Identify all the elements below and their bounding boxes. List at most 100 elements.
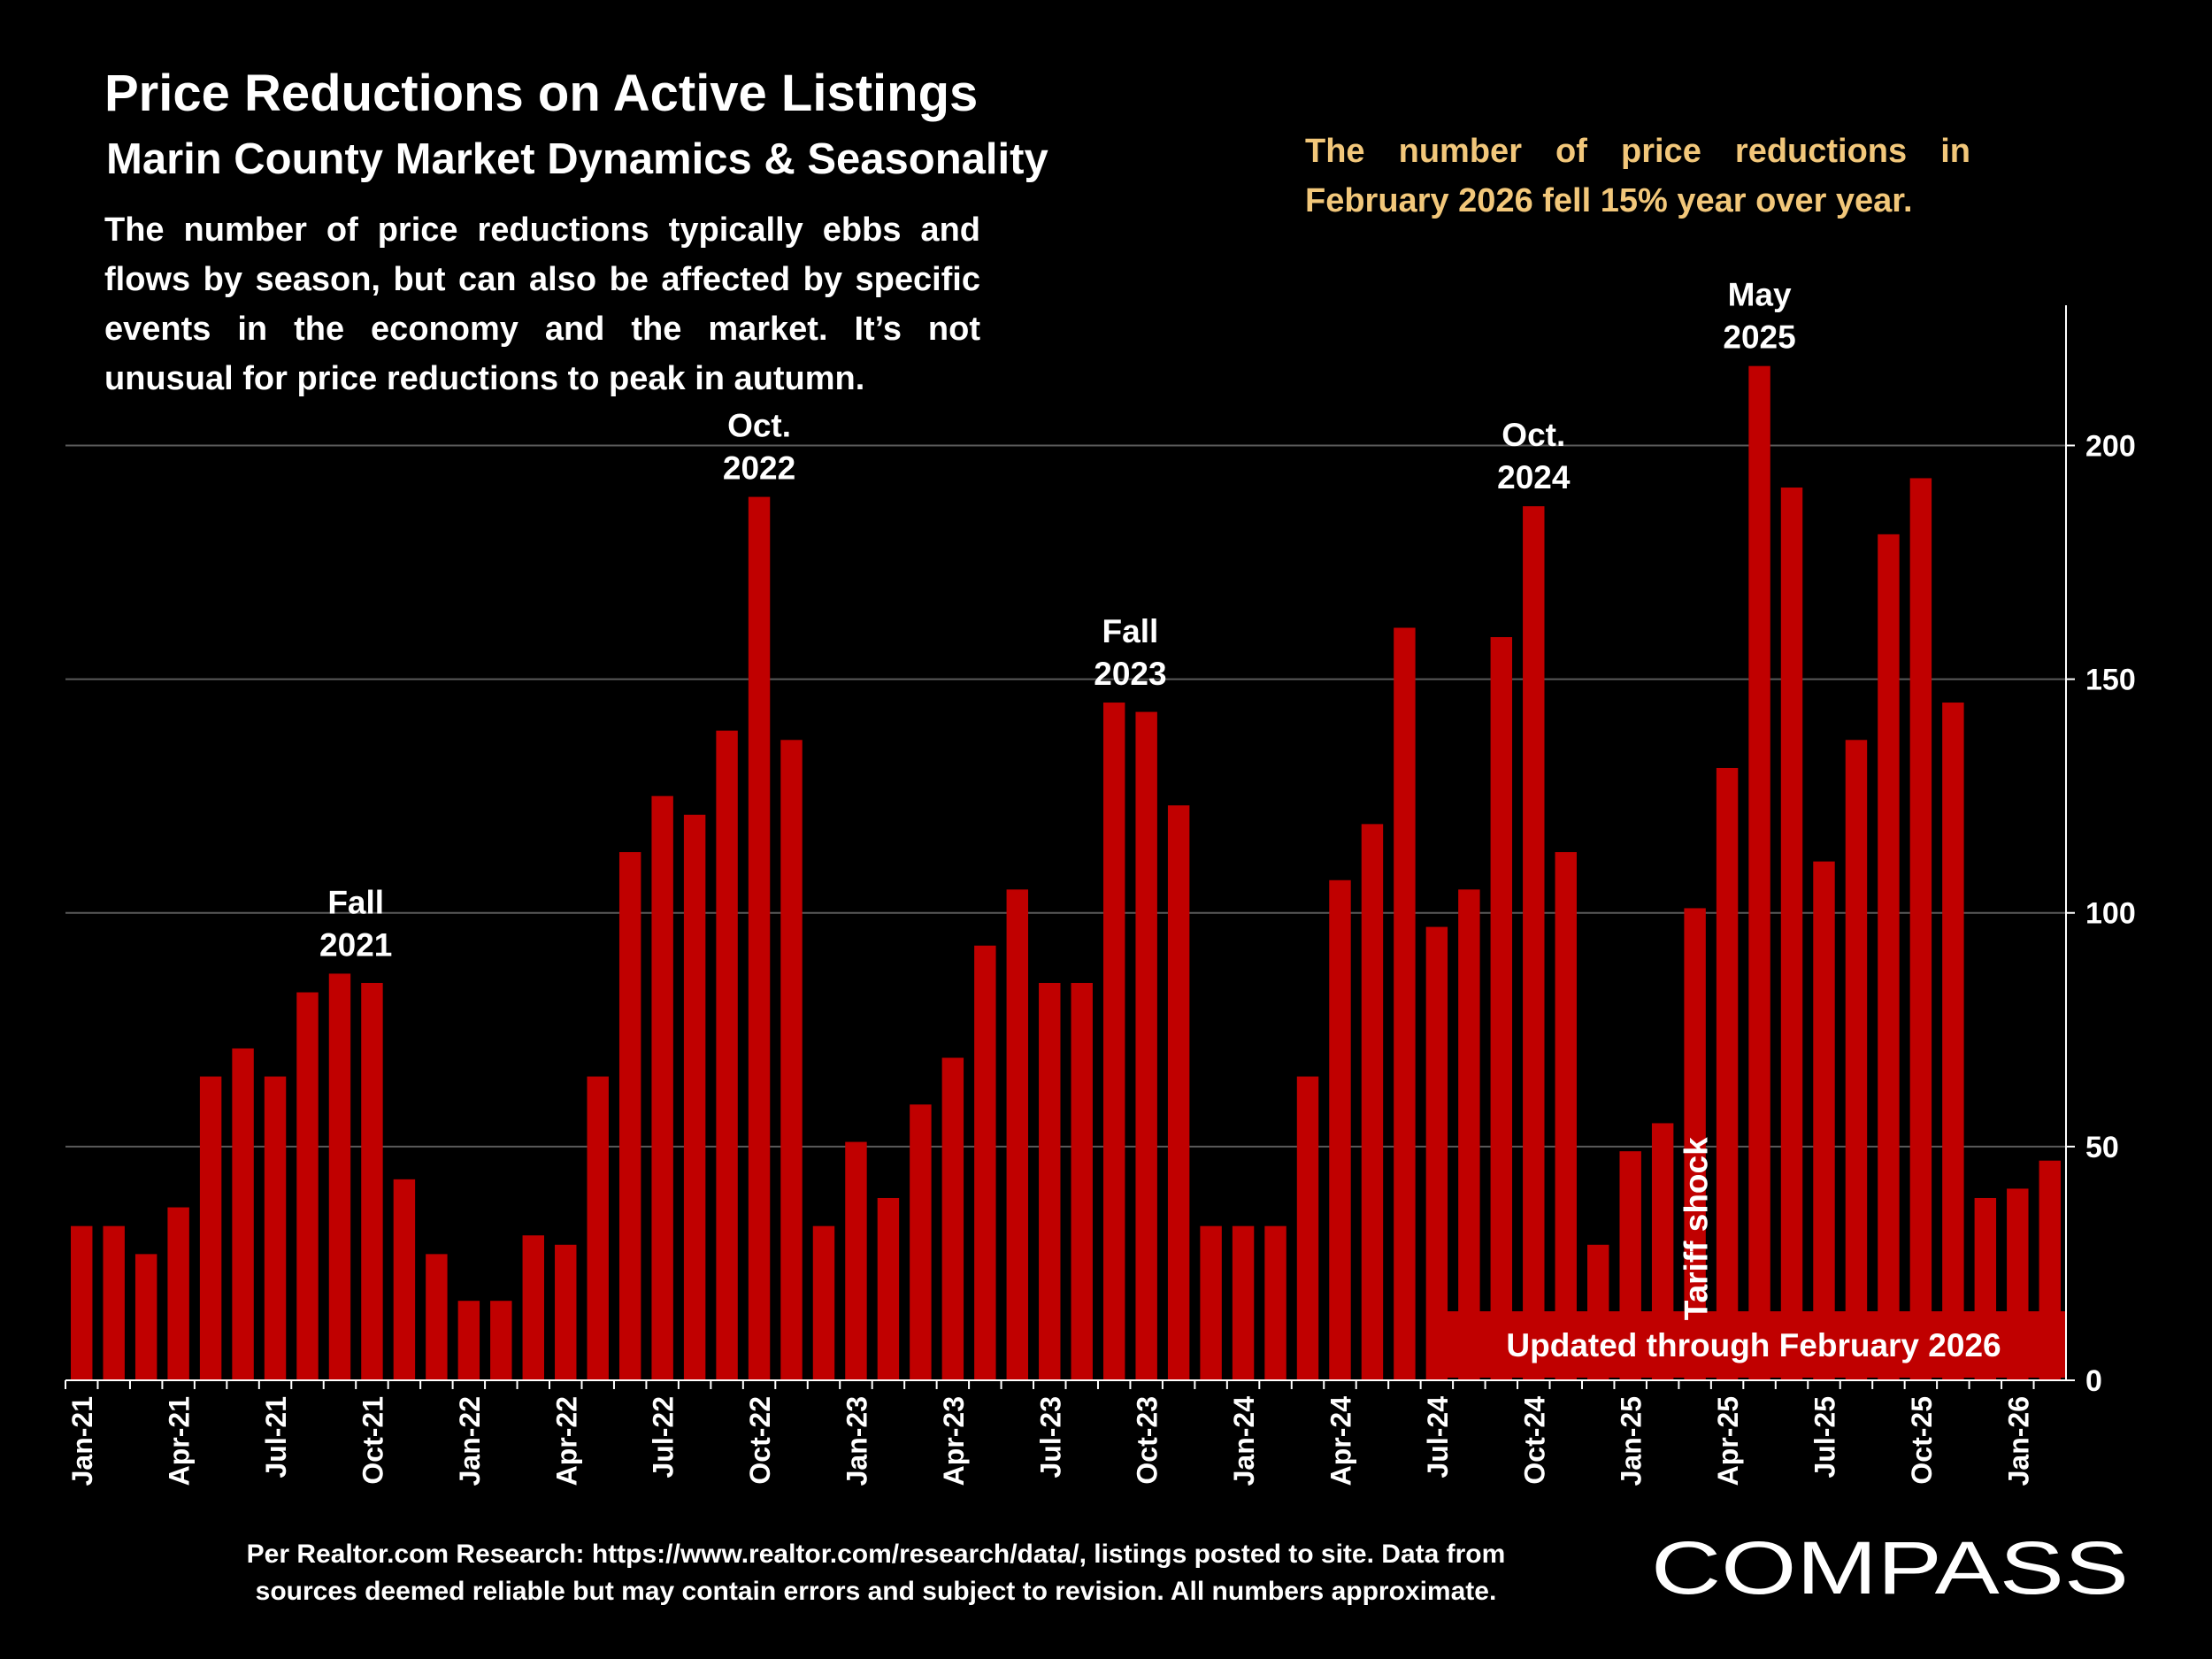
bar-Apr-21 [167, 1207, 189, 1380]
x-tick-label: Oct-25 [1906, 1396, 1938, 1485]
bar-Sep-25 [1878, 534, 1900, 1380]
updated-banner-background [1433, 1311, 2066, 1378]
bar-Mar-25 [1684, 908, 1706, 1380]
annotation-label: May [1728, 277, 1792, 313]
annotations: Fall 2021 Oct. 2022 Fall 2023 Oct. 2024 May 2025 T… [319, 277, 1796, 1321]
x-tick-label: Jan-25 [1616, 1396, 1647, 1486]
x-tick-label: Jan-21 [66, 1396, 98, 1486]
bar-Oct-25 [1909, 478, 1932, 1380]
x-tick-label: Jan-26 [2002, 1396, 2034, 1486]
bar-Feb-23 [877, 1197, 900, 1380]
annotation-label: Oct. [1502, 417, 1565, 453]
annotation-label: 2023 [1094, 656, 1166, 692]
x-tick-label: Jul-24 [1422, 1396, 1454, 1479]
y-tick-label: 0 [2085, 1364, 2102, 1398]
bar-Jan-23 [845, 1141, 867, 1380]
bar-May-23 [974, 945, 996, 1380]
x-tick-label: Apr-23 [938, 1396, 970, 1486]
bar-Jun-23 [1006, 889, 1029, 1380]
bar-Aug-24 [1458, 889, 1480, 1380]
y-tick-label: 150 [2085, 664, 2136, 697]
bar-Mar-23 [910, 1104, 932, 1380]
description-text: The number of price reductions typically… [104, 211, 980, 397]
y-tick-label: 50 [2085, 1131, 2119, 1164]
bar-Nov-21 [393, 1179, 416, 1380]
annotation-label: Oct. [727, 408, 791, 444]
x-tick-label: Jan-24 [1228, 1396, 1260, 1486]
bar-Jun-24 [1394, 627, 1416, 1380]
bar-Aug-22 [683, 814, 706, 1380]
bar-Jul-25 [1813, 861, 1835, 1380]
bar-Apr-23 [941, 1057, 964, 1380]
tariff-shock-label: Tariff shock [1678, 1137, 1715, 1320]
bar-Nov-25 [1942, 703, 1964, 1380]
bar-Jan-24 [1232, 1225, 1255, 1380]
updated-banner: Updated through February 2026 [1433, 1311, 2066, 1378]
callout-text: The number of price reductions in Februa… [1305, 133, 1970, 219]
bar-Jul-21 [264, 1076, 287, 1380]
bar-Jul-23 [1039, 982, 1061, 1380]
chart-title: Price Reductions on Active Listings [104, 65, 979, 122]
annotation-label: 2021 [319, 926, 392, 963]
bar-May-25 [1748, 365, 1770, 1380]
bar-Oct-22 [748, 496, 771, 1380]
bar-Aug-25 [1845, 740, 1868, 1380]
x-tick-label: Jul-21 [260, 1396, 292, 1478]
bar-Oct-23 [1135, 711, 1157, 1380]
x-tick-label: Jan-22 [454, 1396, 486, 1486]
bar-Dec-23 [1200, 1225, 1222, 1380]
x-tick-label: Oct-23 [1132, 1396, 1164, 1485]
annotation-label: Fall [1102, 613, 1159, 649]
x-tick-label: Apr-25 [1712, 1396, 1744, 1486]
bar-Feb-22 [490, 1301, 512, 1380]
bar-Apr-22 [555, 1244, 577, 1380]
bar-Jan-21 [71, 1225, 93, 1380]
x-tick-label: Apr-22 [550, 1396, 582, 1486]
x-tick-label: Jul-23 [1034, 1396, 1066, 1478]
footnote-line-1: Per Realtor.com Research: https://www.re… [246, 1540, 1506, 1569]
annotation-label: 2022 [723, 450, 795, 487]
bar-Mar-21 [134, 1254, 157, 1380]
x-tick-label: Jul-25 [1809, 1396, 1840, 1478]
axes: 0 50 100 150 200 Jan-21 Apr-21 Jul-21 Oct-21 Jan-… [65, 305, 2136, 1486]
annotation-label: 2024 [1497, 459, 1571, 495]
x-tick-label: Oct-21 [357, 1396, 388, 1485]
compass-logo: COMPASS [1651, 1527, 2129, 1607]
bar-Jul-24 [1425, 926, 1448, 1380]
annotation-label: 2025 [1723, 319, 1795, 356]
bar-May-24 [1361, 824, 1384, 1380]
updated-banner-label: Updated through February 2026 [1506, 1327, 2001, 1363]
bars [71, 365, 2061, 1380]
bar-May-22 [587, 1076, 609, 1380]
bar-Jun-21 [232, 1048, 254, 1380]
bar-Feb-21 [103, 1225, 125, 1380]
bar-Nov-23 [1167, 805, 1190, 1380]
bar-Jan-22 [457, 1301, 480, 1380]
bar-Mar-24 [1296, 1076, 1319, 1380]
bar-Jun-25 [1780, 488, 1803, 1380]
x-tick-label: Apr-24 [1325, 1396, 1356, 1486]
x-tick-label: Jul-22 [648, 1396, 680, 1478]
bar-Jun-22 [618, 852, 641, 1380]
annotation-label: Fall [327, 884, 384, 920]
bar-May-21 [199, 1076, 222, 1380]
y-tick-label: 100 [2085, 897, 2136, 931]
bar-Aug-21 [296, 992, 319, 1380]
x-tick-label: Jan-23 [841, 1396, 872, 1486]
bar-Oct-24 [1523, 506, 1545, 1380]
bar-Feb-24 [1264, 1225, 1286, 1380]
y-tick-label: 200 [2085, 429, 2136, 463]
bar-Apr-24 [1329, 879, 1351, 1380]
footnote-line-2: sources deemed reliable but may contain … [255, 1577, 1497, 1606]
bar-Sep-21 [328, 973, 351, 1380]
x-tick-label: Oct-24 [1518, 1396, 1550, 1485]
x-tick-label: Apr-21 [164, 1396, 196, 1486]
bar-Sep-23 [1102, 703, 1125, 1380]
bar-Apr-25 [1716, 767, 1739, 1380]
bar-Mar-22 [522, 1235, 544, 1380]
bar-Sep-24 [1490, 637, 1513, 1380]
bar-Sep-22 [716, 730, 738, 1380]
compass-logo-text: COMPASS [1651, 1527, 2129, 1607]
bar-Jul-22 [651, 795, 673, 1380]
